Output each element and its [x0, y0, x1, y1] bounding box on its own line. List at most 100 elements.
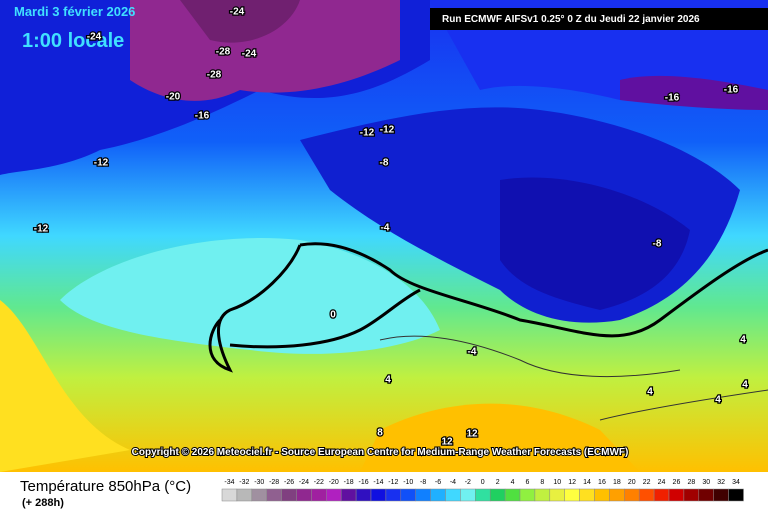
legend-swatch [564, 488, 580, 502]
contour-label: -8 [653, 239, 662, 250]
contour-label: 4 [740, 335, 746, 346]
legend-label: 32 [717, 479, 725, 486]
legend-swatch [698, 488, 714, 502]
contour-label: 4 [647, 387, 653, 398]
legend-label: 24 [658, 479, 666, 486]
contour-label: 4 [742, 380, 748, 391]
legend-swatch [355, 488, 372, 502]
map [0, 0, 768, 472]
legend-swatch [594, 488, 610, 502]
legend-swatch [340, 488, 357, 502]
legend-label: 20 [628, 479, 636, 486]
legend-label: 4 [511, 479, 515, 486]
contour-label: 4 [715, 395, 721, 406]
legend-swatch [400, 488, 416, 502]
legend-swatch [489, 488, 506, 502]
legend-swatch [460, 488, 476, 502]
legend-label: -10 [403, 479, 413, 486]
contour-label: -16 [665, 93, 680, 104]
legend-label: -24 [299, 479, 309, 486]
contour-label: 0 [330, 310, 336, 321]
legend-swatch [385, 488, 402, 502]
legend-swatch [653, 488, 670, 502]
legend-label: 6 [525, 479, 529, 486]
legend-swatch [668, 488, 685, 502]
legend-swatch [445, 488, 461, 502]
legend-swatch [221, 488, 238, 502]
legend-label: 22 [643, 479, 651, 486]
lead-time: (+ 288h) [22, 497, 64, 509]
contour-label: -16 [195, 111, 210, 122]
legend-swatch [504, 488, 521, 502]
footer-title: Température 850hPa (°C) [20, 478, 191, 495]
legend-swatch [266, 488, 282, 502]
contour-label: -12 [34, 224, 49, 235]
legend-label: -12 [388, 479, 398, 486]
legend-swatch [251, 488, 267, 502]
contour-label: -12 [94, 158, 109, 169]
legend-swatch [281, 488, 297, 502]
legend-label: -16 [358, 479, 368, 486]
legend-label: -28 [269, 479, 279, 486]
legend-swatch [296, 488, 312, 502]
legend-label: 34 [732, 479, 740, 486]
contour-label: -24 [242, 49, 257, 60]
legend-label: -32 [239, 479, 249, 486]
legend-swatch [311, 488, 327, 502]
local-time: 1:00 locale [22, 30, 124, 52]
contour-label: -12 [380, 125, 395, 136]
legend-label: 10 [553, 479, 561, 486]
contour-label: 8 [377, 428, 383, 439]
legend-swatch [683, 488, 700, 502]
contour-label: -4 [381, 223, 390, 234]
legend-swatch [549, 488, 565, 502]
copyright: Copyright © 2026 Meteociel.fr - Source E… [132, 447, 629, 458]
legend-label: 18 [613, 479, 621, 486]
legend-swatch [519, 488, 536, 502]
contour-label: 12 [466, 429, 478, 440]
run-info: Run ECMWF AIFSv1 0.25° 0 Z du Jeudi 22 j… [442, 14, 700, 25]
legend-swatch [624, 488, 640, 502]
legend-swatch [638, 488, 655, 502]
legend-label: 14 [583, 479, 591, 486]
legend-swatch [534, 488, 551, 502]
legend-label: -14 [373, 479, 383, 486]
legend-label: -22 [314, 479, 324, 486]
contour-label: 12 [441, 437, 453, 448]
date: Mardi 3 février 2026 [14, 4, 135, 19]
legend-label: -4 [450, 479, 456, 486]
legend-label: 8 [540, 479, 544, 486]
legend-label: 12 [568, 479, 576, 486]
legend-label: 26 [673, 479, 681, 486]
legend-swatch [415, 488, 431, 502]
legend-label: -18 [344, 479, 354, 486]
contour-label: -4 [468, 347, 477, 358]
legend-swatch [236, 488, 253, 502]
legend-swatch [326, 488, 342, 502]
legend-label: -34 [224, 479, 234, 486]
contour-label: -8 [380, 158, 389, 169]
legend-label: -30 [254, 479, 264, 486]
legend-swatch [430, 488, 446, 502]
legend-label: 0 [481, 479, 485, 486]
contour-label: -24 [87, 32, 102, 43]
legend-swatch [579, 488, 595, 502]
legend-swatch [609, 488, 625, 502]
legend-swatch [370, 488, 387, 502]
legend-label: -26 [284, 479, 294, 486]
legend-label: -2 [465, 479, 471, 486]
contour-label: -12 [360, 128, 375, 139]
legend-label: 16 [598, 479, 606, 486]
legend-label: -8 [420, 479, 426, 486]
legend-swatch [475, 488, 491, 502]
contour-label: -28 [207, 70, 222, 81]
contour-label: -20 [166, 92, 181, 103]
legend-label: 2 [496, 479, 500, 486]
legend-label: 30 [702, 479, 710, 486]
contour-label: 4 [385, 375, 391, 386]
legend-label: 28 [687, 479, 695, 486]
contour-label: -16 [724, 85, 739, 96]
contour-label: -24 [230, 7, 245, 18]
contour-label: -28 [216, 47, 231, 58]
